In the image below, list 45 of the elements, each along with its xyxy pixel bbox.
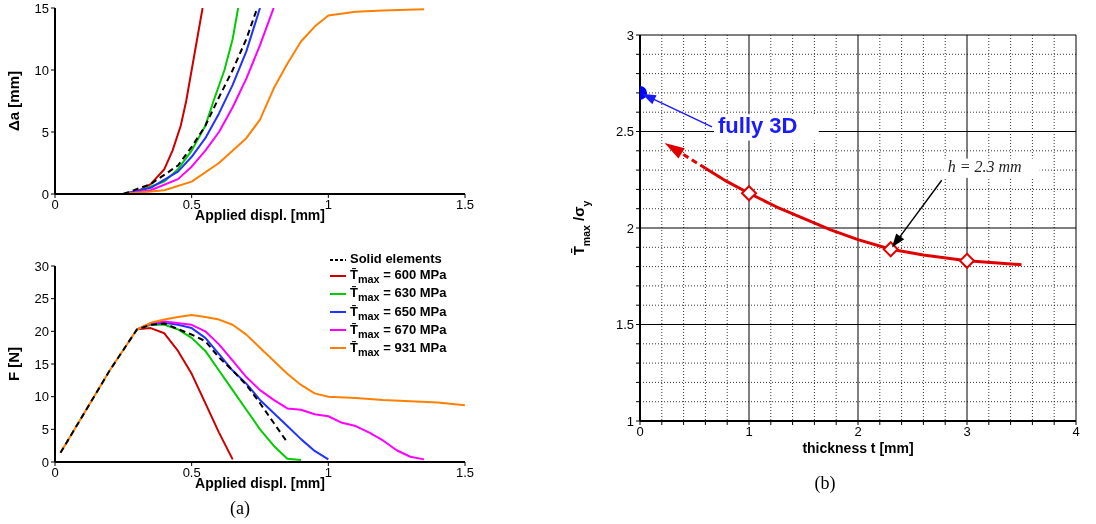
legend-label: Solid elements [350, 251, 442, 267]
legend-label: T̄$_{max}$ = 670 MPa [350, 321, 447, 340]
point [741, 185, 757, 202]
y-tick-label: 5 [41, 124, 49, 140]
legend-label: T̄$_{max}$ = 931 MPa [350, 339, 447, 358]
x-tick-label: 1 [324, 197, 332, 213]
text: (a) [229, 498, 251, 519]
y-tick-label: 20 [34, 323, 49, 339]
x-tick-label: 1 [745, 424, 753, 440]
y-tick-label: 0 [41, 454, 49, 470]
x-axis-title: thickness t [mm] [802, 440, 914, 456]
y-tick-label: 1.5 [615, 317, 634, 333]
y-tick-label: 15 [34, 356, 49, 372]
point [882, 241, 899, 258]
y-tick-label: 2 [626, 220, 634, 236]
y-tick-label: 3 [626, 27, 634, 43]
annotation: fully 3D [718, 112, 798, 138]
x-tick-label: 3 [963, 424, 971, 440]
annotation: h = 2.3 mm [947, 158, 1022, 176]
legend-label: T̄$_{max}$ = 600 MPa [350, 267, 447, 286]
x-tick-label: 4 [1072, 424, 1080, 440]
line-series [136, 323, 302, 462]
x-tick-label: 1 [324, 465, 332, 481]
x-tick-label: 0 [51, 197, 59, 213]
y-axis-title: F [N] [5, 346, 22, 382]
y-tick-label: 15 [34, 0, 49, 16]
y-tick-label: 10 [34, 62, 49, 78]
line-series [59, 322, 289, 454]
x-tick-label: 2 [854, 424, 862, 440]
y-tick-label: 5 [41, 421, 49, 437]
y-axis-title: Δa [mm] [5, 71, 22, 131]
y-tick-label: 30 [34, 258, 49, 274]
legend-label: T̄$_{max}$ = 650 MPa [350, 303, 447, 322]
x-tick-label: 1.5 [455, 197, 475, 213]
text: (b) [813, 473, 837, 494]
x-tick-label: 1.5 [455, 465, 475, 481]
x-tick-label: 0 [636, 424, 644, 440]
y-tick-label: 2.5 [615, 124, 634, 140]
legend-label: T̄$_{max}$ = 630 MPa [350, 285, 447, 304]
y-tick-label: 1 [626, 413, 634, 429]
x-tick-label: 0 [51, 465, 59, 481]
y-tick-label: 10 [34, 389, 49, 405]
y-tick-label: 25 [34, 291, 49, 307]
y-tick-label: 0 [41, 186, 49, 202]
point [959, 252, 975, 269]
